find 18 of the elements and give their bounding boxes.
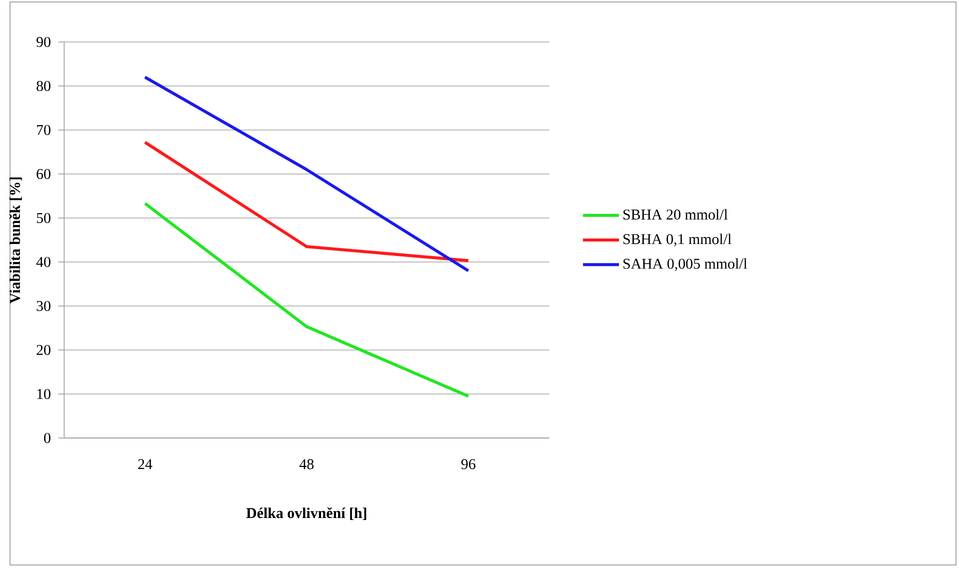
legend-label: SBHA 20 mmol/l xyxy=(623,209,728,220)
x-axis-title: Délka ovlivnění [h] xyxy=(246,507,366,520)
y-tick-label: 60 xyxy=(36,168,50,180)
legend-label: SAHA 0,005 mmol/l xyxy=(623,258,748,271)
y-tick-label: 0 xyxy=(44,432,50,444)
y-tick-label: 90 xyxy=(36,36,50,48)
y-tick-label: 40 xyxy=(36,256,50,268)
legend-label: SBHA 0,1 mmol/l xyxy=(623,234,732,246)
y-tick-label: 30 xyxy=(36,300,50,312)
y-axis-title: Viabilita buněk [%] xyxy=(9,177,22,304)
y-tick-label: 80 xyxy=(36,80,50,92)
y-tick-label: 20 xyxy=(36,344,50,356)
x-tick-label: 96 xyxy=(461,459,476,470)
y-tick-label: 50 xyxy=(36,212,50,224)
y-tick-label: 70 xyxy=(37,124,50,136)
x-tick-label: 24 xyxy=(138,459,152,470)
y-tick-label: 10 xyxy=(37,388,50,400)
x-tick-label: 48 xyxy=(300,459,314,470)
